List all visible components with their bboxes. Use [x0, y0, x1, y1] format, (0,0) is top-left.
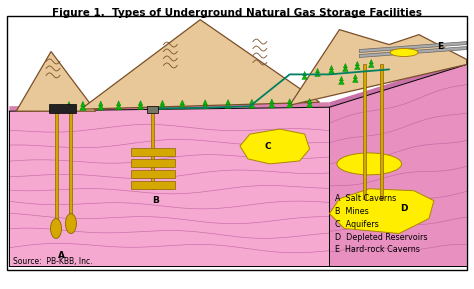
Polygon shape	[180, 100, 184, 105]
Ellipse shape	[390, 49, 418, 56]
Text: C: C	[264, 142, 271, 151]
Polygon shape	[339, 76, 343, 81]
Polygon shape	[67, 101, 71, 106]
Polygon shape	[99, 101, 103, 106]
Polygon shape	[316, 68, 319, 73]
Polygon shape	[287, 99, 292, 104]
Polygon shape	[117, 101, 121, 106]
Polygon shape	[338, 79, 344, 84]
Bar	[151, 111, 154, 189]
Polygon shape	[269, 103, 275, 108]
Text: D  Depleted Reservoirs: D Depleted Reservoirs	[336, 233, 428, 242]
Polygon shape	[329, 60, 467, 107]
Bar	[131, 170, 175, 178]
Polygon shape	[225, 103, 231, 108]
Bar	[131, 148, 175, 156]
Polygon shape	[353, 77, 358, 82]
Polygon shape	[81, 101, 85, 106]
Ellipse shape	[65, 214, 76, 234]
Polygon shape	[250, 99, 254, 104]
Polygon shape	[249, 103, 255, 108]
Polygon shape	[203, 100, 208, 105]
Ellipse shape	[51, 218, 62, 238]
Bar	[131, 181, 175, 189]
Polygon shape	[202, 103, 208, 109]
Polygon shape	[240, 129, 310, 164]
Polygon shape	[355, 65, 360, 69]
Bar	[363, 64, 366, 199]
Text: A: A	[57, 251, 64, 260]
Text: Figure 1.  Types of Underground Natural Gas Storage Facilities: Figure 1. Types of Underground Natural G…	[52, 8, 422, 18]
Text: Source:  PB-KBB, Inc.: Source: PB-KBB, Inc.	[13, 257, 93, 266]
Polygon shape	[81, 20, 319, 109]
Polygon shape	[343, 64, 347, 68]
Text: E: E	[437, 42, 443, 51]
Text: A  Salt Caverns: A Salt Caverns	[336, 194, 397, 203]
Polygon shape	[290, 30, 467, 105]
Bar	[380, 64, 383, 199]
Polygon shape	[343, 67, 348, 71]
Bar	[70, 111, 73, 216]
Polygon shape	[315, 72, 320, 76]
Polygon shape	[353, 74, 357, 79]
Polygon shape	[98, 105, 104, 110]
Polygon shape	[369, 60, 373, 64]
Polygon shape	[9, 102, 329, 111]
Polygon shape	[307, 99, 312, 103]
Bar	[49, 104, 76, 113]
Polygon shape	[80, 105, 86, 110]
Polygon shape	[226, 99, 230, 104]
Text: B  Mines: B Mines	[336, 207, 369, 216]
Polygon shape	[329, 64, 467, 266]
Polygon shape	[137, 104, 144, 110]
Polygon shape	[179, 104, 185, 109]
Polygon shape	[302, 75, 308, 79]
Polygon shape	[287, 102, 293, 108]
Polygon shape	[160, 100, 164, 105]
Polygon shape	[368, 63, 374, 67]
Polygon shape	[356, 62, 359, 66]
Polygon shape	[328, 68, 334, 73]
Polygon shape	[359, 42, 467, 53]
Text: B: B	[152, 196, 159, 205]
Ellipse shape	[337, 153, 401, 175]
Polygon shape	[329, 65, 333, 70]
Polygon shape	[329, 189, 434, 234]
Polygon shape	[66, 105, 72, 110]
Polygon shape	[359, 47, 467, 58]
Text: D: D	[401, 204, 408, 213]
Polygon shape	[138, 101, 143, 105]
Polygon shape	[9, 107, 329, 266]
Polygon shape	[270, 99, 274, 104]
Polygon shape	[307, 102, 313, 108]
Polygon shape	[302, 71, 307, 76]
Text: C  Aquifers: C Aquifers	[336, 220, 379, 229]
Text: E  Hard-rock Caverns: E Hard-rock Caverns	[336, 245, 420, 254]
Bar	[7, 16, 467, 270]
Polygon shape	[16, 51, 96, 111]
Bar	[131, 159, 175, 167]
Bar	[55, 111, 57, 221]
Polygon shape	[159, 104, 165, 109]
Bar	[146, 106, 158, 113]
Polygon shape	[116, 104, 122, 110]
